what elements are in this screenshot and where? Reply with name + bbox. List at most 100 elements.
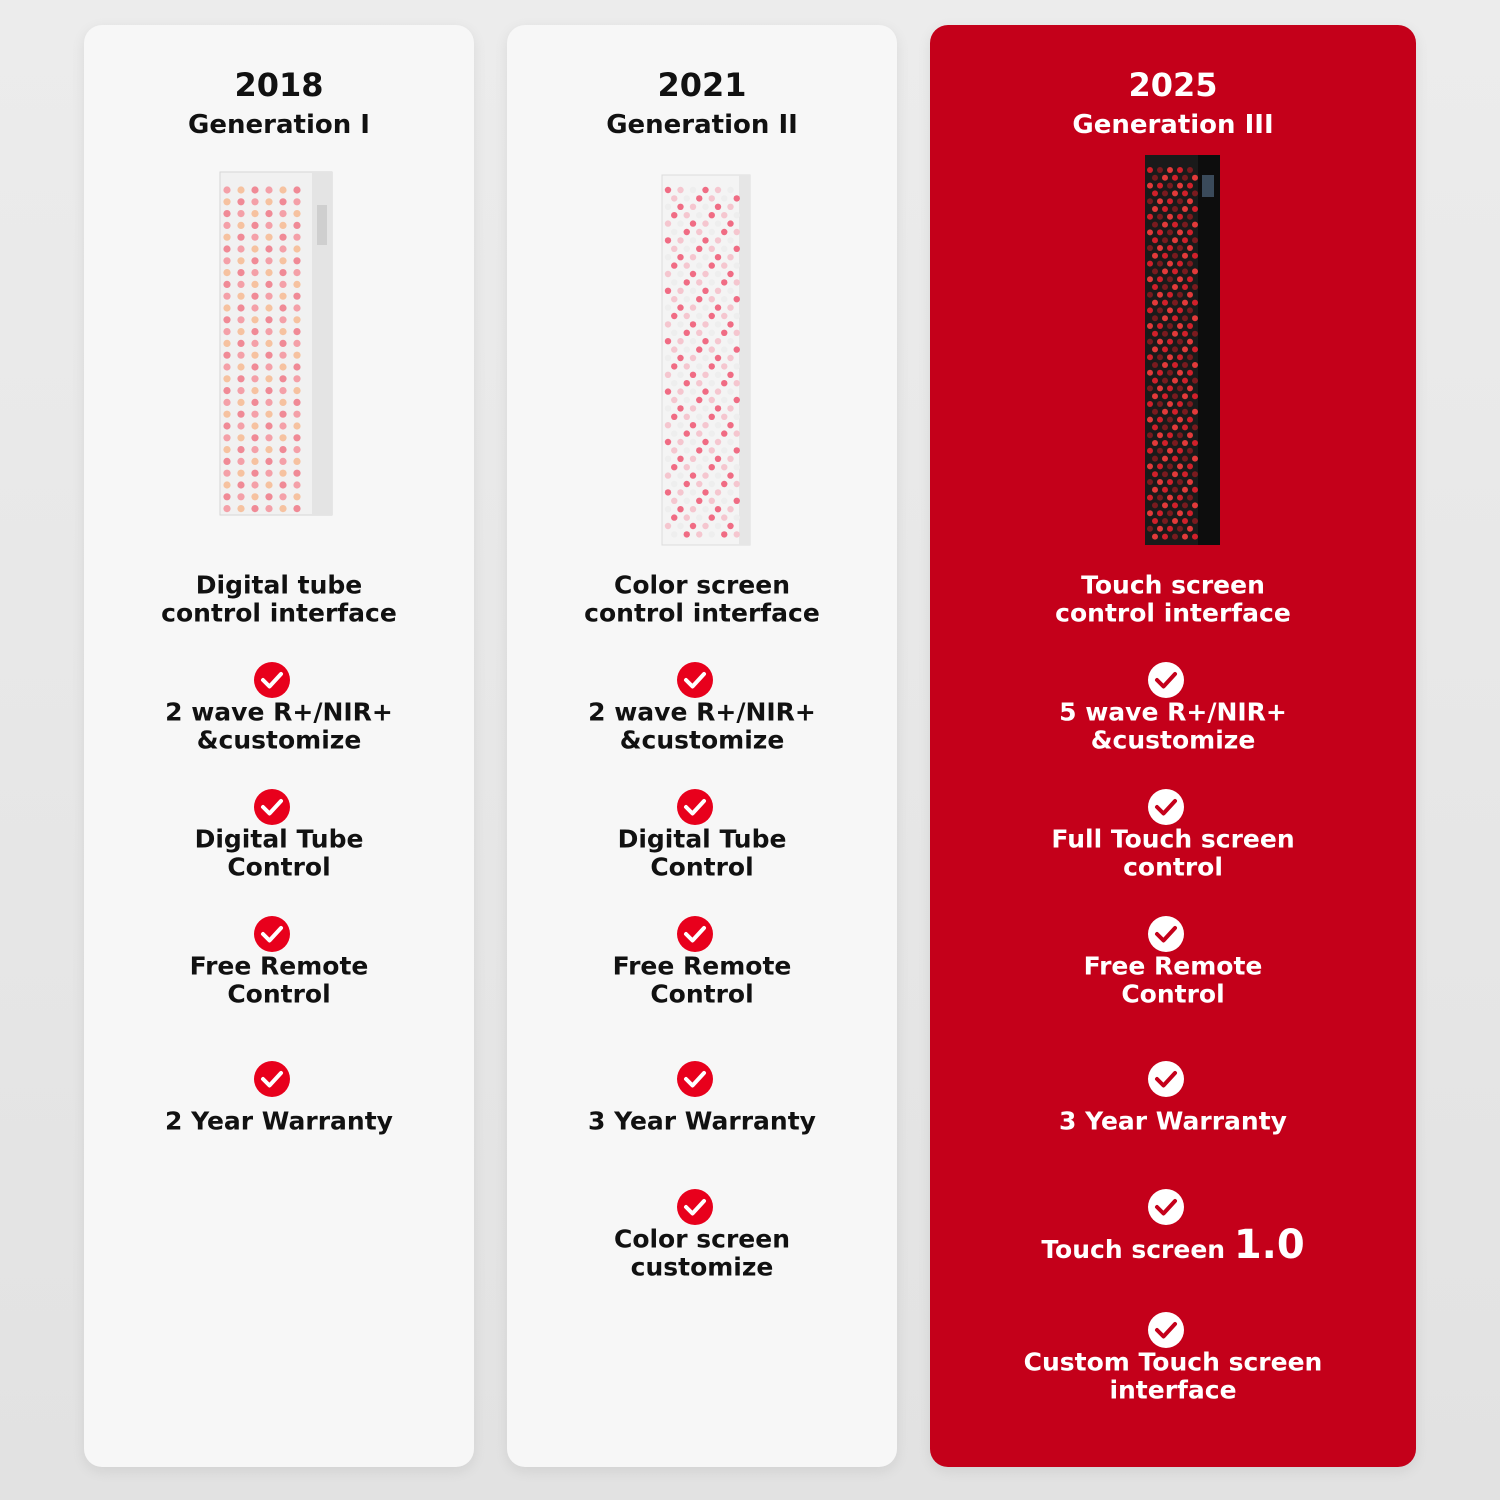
led xyxy=(714,489,722,496)
led xyxy=(1177,369,1183,376)
led xyxy=(251,210,259,218)
led xyxy=(237,505,245,513)
feature-line: Custom Touch screen xyxy=(1023,1347,1323,1377)
led xyxy=(1152,502,1158,509)
led xyxy=(1182,221,1188,228)
led xyxy=(293,422,301,430)
led xyxy=(714,405,722,412)
led xyxy=(1147,447,1153,454)
led xyxy=(677,522,684,530)
led xyxy=(279,280,287,288)
led xyxy=(237,387,245,395)
led xyxy=(265,221,273,229)
led xyxy=(1177,167,1183,173)
led xyxy=(714,237,722,244)
led xyxy=(293,398,301,406)
led xyxy=(696,363,703,370)
led xyxy=(714,338,722,345)
led xyxy=(251,422,259,430)
led xyxy=(251,186,259,194)
year: 2025 xyxy=(1128,66,1218,104)
led xyxy=(733,312,740,320)
led xyxy=(1167,401,1173,407)
led xyxy=(237,198,245,206)
led xyxy=(279,410,287,418)
led xyxy=(1187,510,1193,517)
led-grid xyxy=(664,186,740,538)
led xyxy=(671,296,678,303)
led xyxy=(237,245,245,253)
led xyxy=(223,328,231,336)
led xyxy=(708,212,715,219)
led xyxy=(708,464,715,471)
led xyxy=(696,212,703,219)
led xyxy=(1172,486,1178,493)
led xyxy=(702,287,709,294)
led xyxy=(1182,518,1188,524)
feature-line: Control xyxy=(650,979,754,1009)
check-mark xyxy=(261,672,283,689)
led xyxy=(677,186,684,194)
interface-line: Color screen xyxy=(613,570,791,600)
led xyxy=(1192,252,1198,259)
led xyxy=(727,270,734,278)
led xyxy=(1187,494,1193,501)
led xyxy=(733,363,740,370)
led xyxy=(1187,385,1193,392)
led xyxy=(1152,377,1158,384)
led xyxy=(664,220,672,227)
led xyxy=(708,531,715,538)
led xyxy=(714,354,722,362)
led xyxy=(279,328,287,336)
led xyxy=(1162,174,1168,181)
led xyxy=(1172,190,1178,197)
led xyxy=(251,410,259,418)
led xyxy=(1182,533,1188,540)
feature-text: Touch screen xyxy=(1041,1235,1226,1264)
led xyxy=(714,287,722,294)
led xyxy=(1167,229,1173,236)
led xyxy=(721,447,728,454)
led xyxy=(223,351,231,359)
check-circle xyxy=(1148,1061,1184,1097)
led xyxy=(1187,338,1193,345)
led xyxy=(237,422,245,430)
led xyxy=(689,388,697,395)
led xyxy=(1187,276,1193,283)
check-mark xyxy=(684,1199,706,1216)
feature-line: Control xyxy=(650,852,754,882)
led xyxy=(1167,276,1173,283)
led xyxy=(223,375,231,383)
led xyxy=(251,339,259,347)
led xyxy=(265,316,273,324)
led xyxy=(251,363,259,371)
led xyxy=(1162,424,1168,431)
led xyxy=(708,279,715,286)
led xyxy=(1182,268,1188,275)
card: 2018 Generation I Digital tube control inte… xyxy=(84,25,474,1467)
check-mark xyxy=(684,1071,706,1088)
check-circle xyxy=(1148,916,1184,952)
led xyxy=(293,257,301,265)
led xyxy=(1192,502,1198,509)
led xyxy=(727,287,734,294)
led xyxy=(664,371,672,378)
led xyxy=(677,489,684,496)
led xyxy=(708,363,715,370)
led xyxy=(1157,245,1163,251)
led xyxy=(237,316,245,324)
led xyxy=(664,472,672,479)
led xyxy=(702,354,709,362)
led xyxy=(683,346,690,353)
led xyxy=(689,237,697,244)
check-icon xyxy=(677,1061,713,1097)
led xyxy=(689,422,697,429)
led xyxy=(733,497,740,504)
led xyxy=(1182,408,1188,415)
led xyxy=(1147,167,1153,173)
led xyxy=(1172,268,1178,275)
led xyxy=(1182,190,1188,197)
led xyxy=(702,203,709,210)
led xyxy=(721,212,728,219)
led xyxy=(1152,440,1158,446)
